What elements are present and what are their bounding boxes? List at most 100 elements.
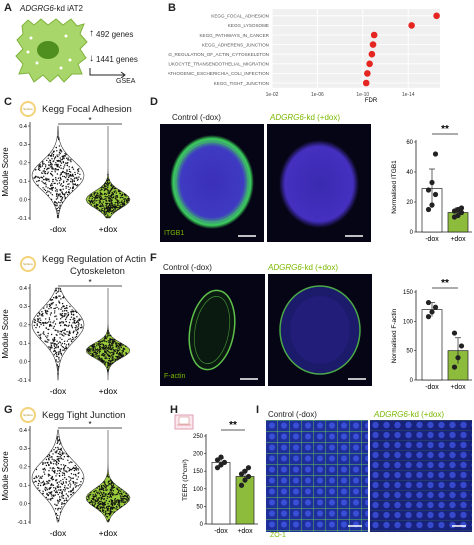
cell-point [49,160,52,162]
cell-point [126,201,128,203]
cell-point [108,505,111,507]
cell-point [69,180,72,183]
cell-point [71,179,74,181]
cell-point [56,202,58,204]
cell-point [72,186,74,189]
cell-point [55,162,57,164]
cell-point [60,464,62,466]
cell-point [70,484,72,486]
cell-point [75,321,78,324]
cell-point [117,350,119,353]
cell-point [106,336,109,338]
cell-point [35,475,37,477]
cell-point [101,506,103,509]
micrograph-zo1-kd [370,420,472,532]
cell-point [46,313,48,315]
cell-point [51,189,53,191]
cell-point [120,496,122,498]
cell-point [76,482,78,484]
cell-point [104,501,106,503]
cell-point [51,475,53,478]
cell-point [90,492,92,494]
significance-star: * [88,278,91,287]
cell-point [63,332,65,334]
cell-point [104,195,106,198]
cell-point [77,184,79,186]
cell-point [106,475,109,478]
cell-point [105,183,107,185]
cell-point [123,200,126,202]
cell-point [70,178,72,180]
cell-point [113,340,116,342]
y-tick-label: 0 [200,522,204,528]
cell-point [57,373,59,375]
cell-point [61,302,64,305]
panel-label-f: F [150,252,157,264]
panel-g-title: Kegg Tight Junction [42,410,126,421]
cell-point [34,319,36,322]
cell-point [47,339,49,341]
cell-point [99,494,102,497]
replicate-point [425,314,432,320]
cell-point [96,343,98,345]
cell-point [104,350,106,353]
cell-point [59,189,61,191]
cell-point [105,485,108,488]
cell-point [37,331,39,333]
cell-point [81,477,84,480]
cell-point [63,180,65,182]
y-tick-label: -0.1 [18,216,27,222]
cell-point [110,363,112,365]
cell-point [52,179,54,181]
cell-point [121,493,123,496]
cell-point [60,173,63,175]
cell-point [56,334,58,336]
cell-point [65,172,67,174]
cell-point [60,508,62,510]
cell-point [102,509,104,512]
cell-point [105,356,107,358]
cell-point [77,325,80,327]
cell-point [104,511,107,513]
cell-point [48,317,51,319]
cell-point [63,324,66,327]
cell-point [113,186,115,188]
cell-point [53,350,55,353]
cell-point [50,345,53,347]
cell-point [72,338,75,340]
cell-point [121,202,124,204]
sphere-badge-icon: Sphere [20,407,36,423]
cell-point [53,338,56,340]
cell-point [57,365,60,368]
cell-point [105,487,107,489]
cell-point [47,335,49,337]
cell-point [95,206,97,208]
cell-point [72,173,74,175]
cell-point [103,511,105,513]
cell-point [53,160,55,162]
cell-point [110,481,113,484]
cell-point [36,324,38,327]
cell-point [107,503,109,505]
cell-point [61,338,63,341]
cell-point [50,154,53,156]
cell-point [42,324,45,326]
cell-point [54,307,57,309]
cell-point [108,208,111,210]
cell-point [77,178,79,180]
cell-point [97,504,99,507]
cell-point [74,336,77,338]
cell-point [94,199,96,201]
cell-point [111,343,113,345]
cell-point [78,176,80,178]
cell-point [65,187,67,189]
cell-point [98,504,100,506]
cell-point [40,476,42,478]
y-tick-label: 60 [406,140,413,146]
cell-point [36,477,38,479]
cell-point [107,493,109,496]
cell-point [61,321,63,323]
cell-point [108,190,110,192]
cell-point [67,173,70,175]
cell-point [99,340,101,343]
